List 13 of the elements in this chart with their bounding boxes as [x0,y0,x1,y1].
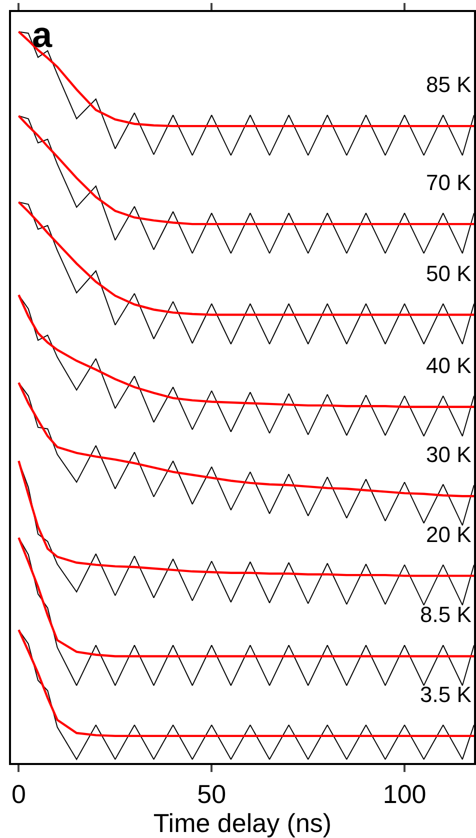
x-axis-title: Time delay (ns) [153,808,332,838]
series-label: 3.5 K [420,682,472,707]
x-tick-label: 100 [382,779,426,810]
x-tick-label: 0 [11,779,26,810]
series-label: 40 K [426,353,472,378]
series-label: 30 K [426,442,472,467]
x-tick-label: 50 [197,779,226,810]
annotation: a [32,14,53,55]
series-label: 20 K [426,522,472,547]
series-label: 50 K [426,261,472,286]
series-label: 85 K [426,72,472,97]
series-label: 8.5 K [420,602,472,627]
series-label: 70 K [426,170,472,195]
